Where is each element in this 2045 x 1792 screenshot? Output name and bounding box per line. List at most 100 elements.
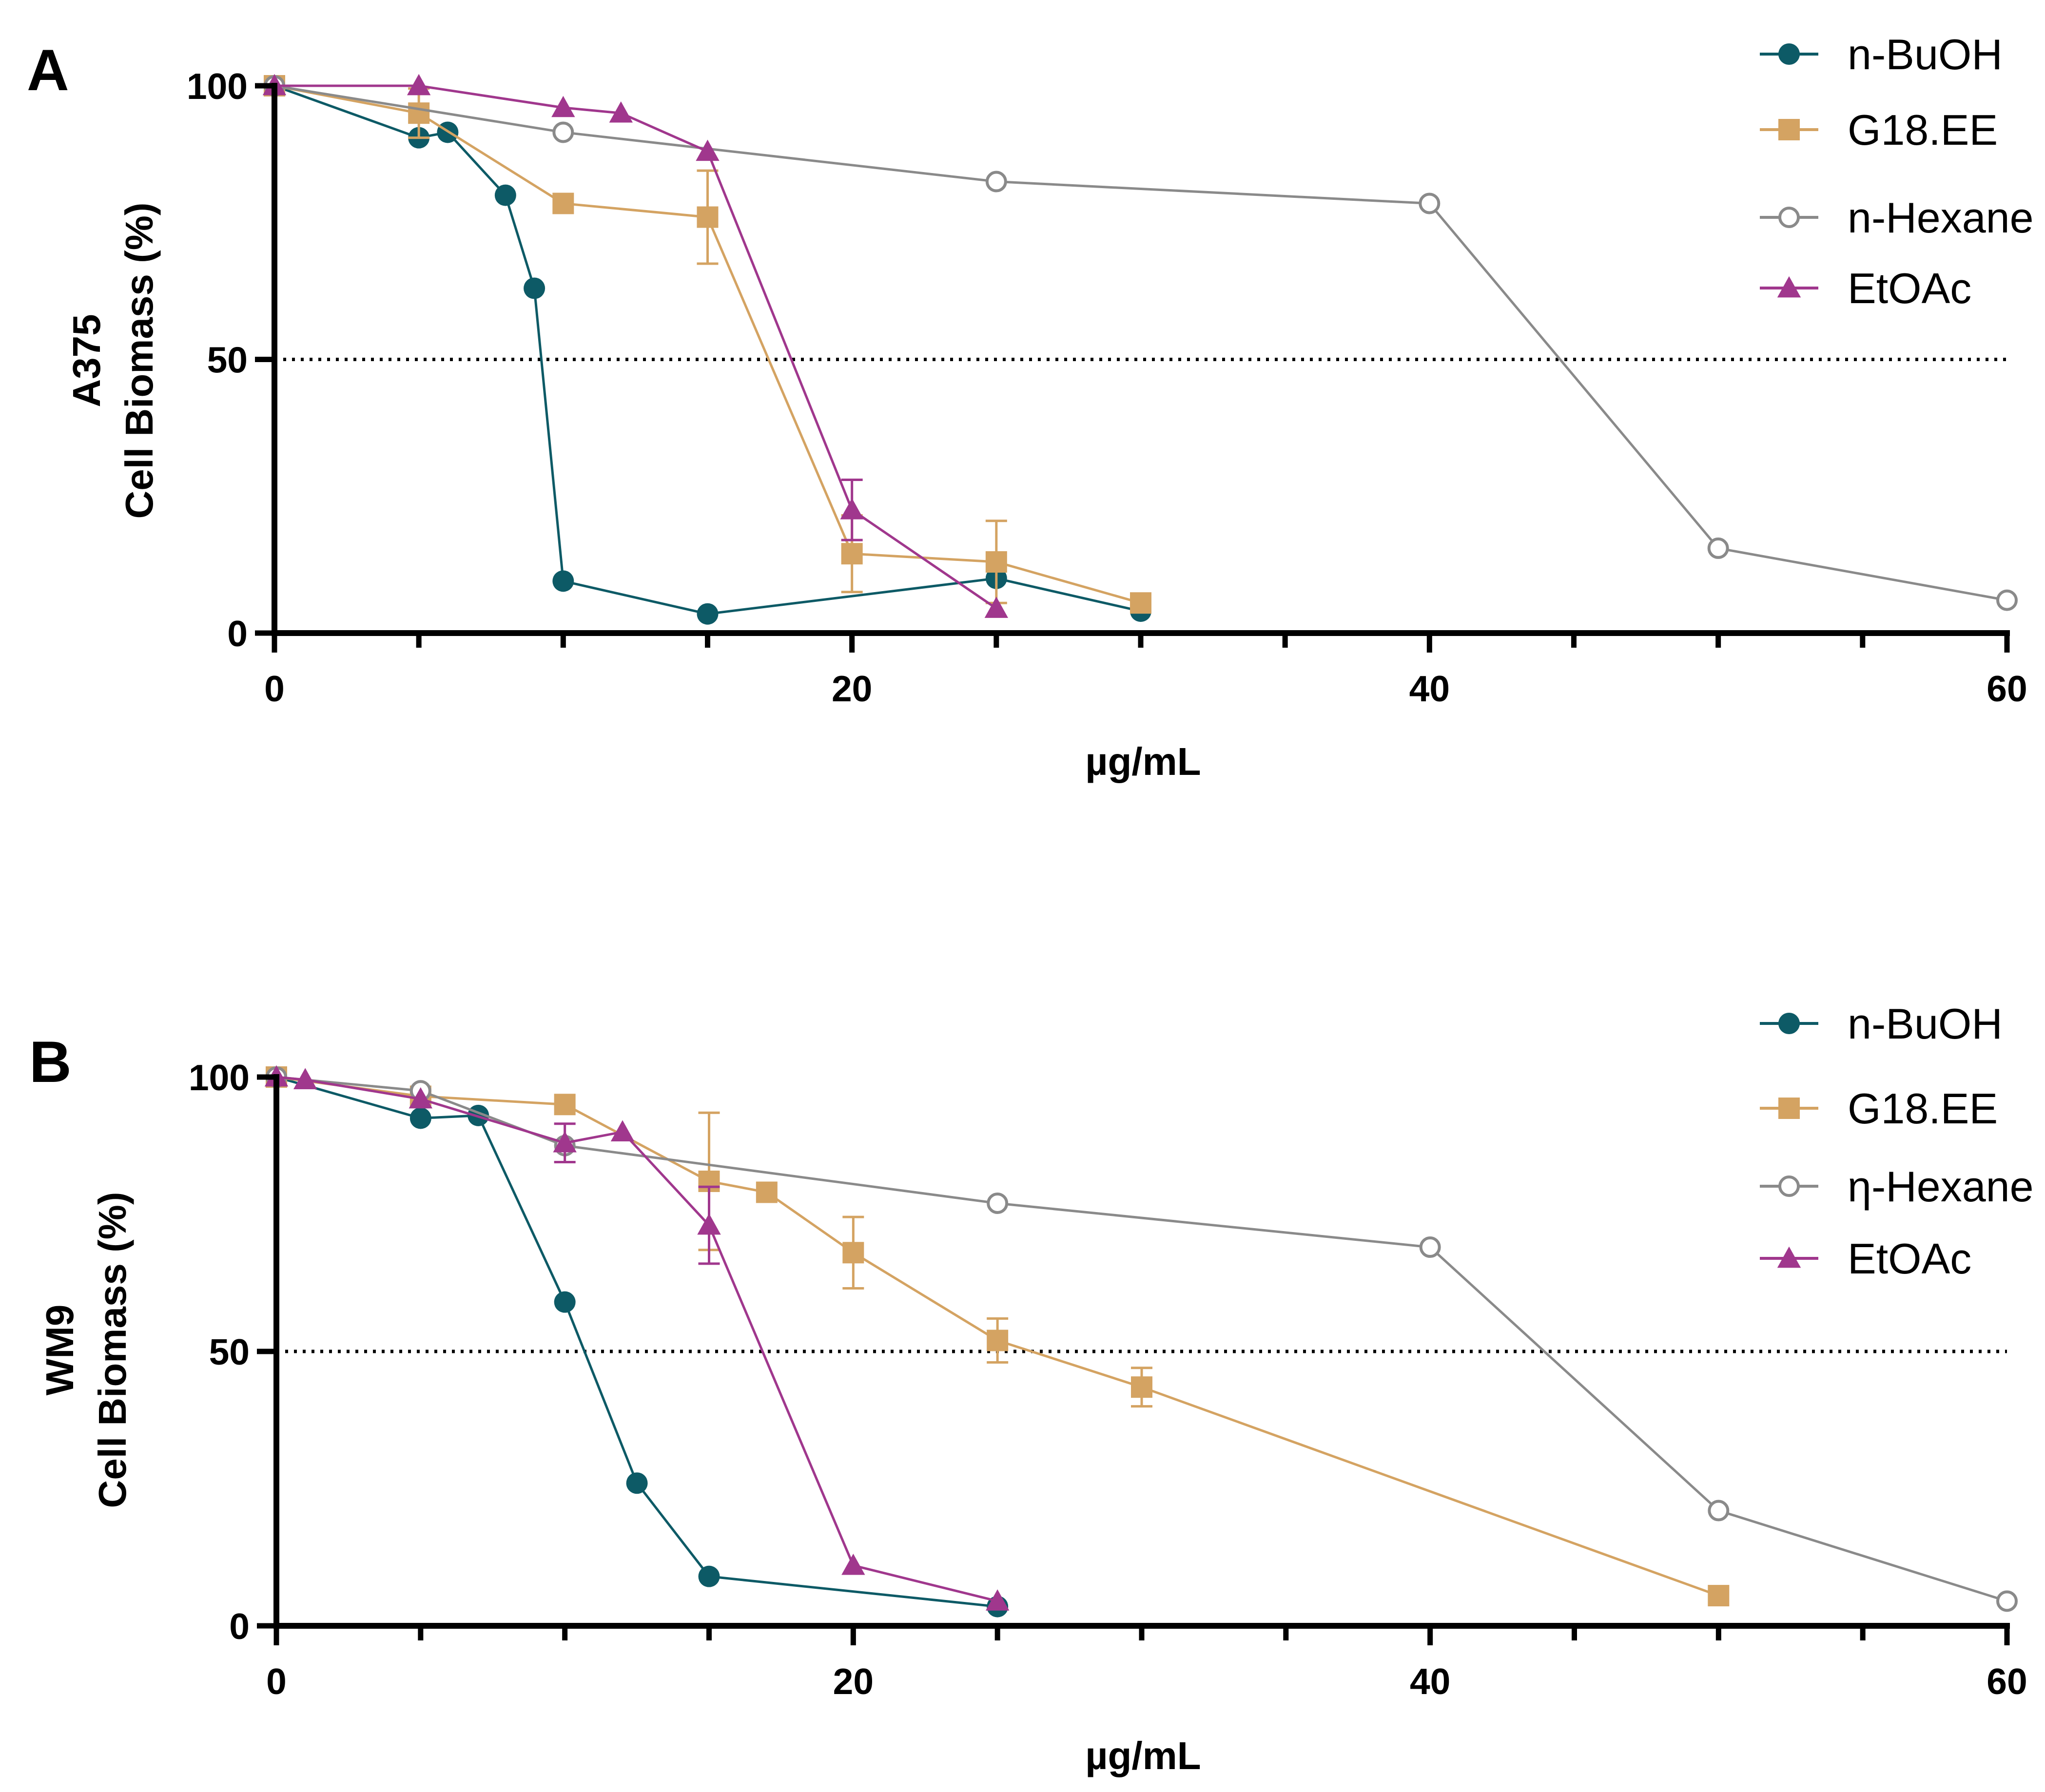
panel-b-y-axis-title-line2: Cell Biomass (%) [91,1192,134,1508]
panel-b-series-0-point [698,1565,720,1587]
panel-b-legend-marker [1778,1098,1800,1119]
panel-a-y-axis: 0 50 100 [187,66,277,654]
panel-b-series-3 [264,1065,1010,1611]
panel-b-series-2-point [1419,1236,1441,1258]
panel-b-series-3-point [610,1120,635,1141]
panel-b-series-1-point [1131,1376,1152,1398]
panel-a-x-axis-title: µg/mL [1085,740,1201,783]
panel-a-legend-label: n-BuOH [1848,30,2003,78]
panel-b-series-3-point [697,1213,721,1235]
panel-a-x-axis: 0 20 40 60 [264,630,2027,709]
panel-a-legend-marker [1778,119,1800,140]
panel-a-legend-marker [1778,207,1800,228]
panel-a-series-0-point [494,184,516,206]
panel-b-x-tick-label: 40 [1410,1661,1450,1702]
panel-b-series-3-point [841,1553,865,1575]
panel-b-letter: B [29,1029,72,1095]
panel-b-legend-marker [1778,1013,1800,1034]
panel-b-series-2 [266,1066,2018,1612]
panel-b-series-1-point [987,1330,1009,1351]
panel-b-legend-label: G18.EE [1848,1084,1998,1133]
panel-a-x-tick-label: 0 [264,668,285,709]
panel-b-legend-marker [1778,1175,1800,1197]
panel-a-series-0-point [697,603,719,625]
panel-a-y-tick-label: 50 [207,340,248,381]
panel-a-letter: A [27,38,69,103]
panel-a-legend-item: n-Hexane [1760,193,2034,242]
panel-b-series-3-point [293,1068,317,1089]
panel-b-series-2-point [987,1192,1009,1214]
panel-a-series-2-line [274,84,2007,602]
panel-b-legend-item: EtOAc [1760,1234,1971,1283]
panel-a-series-3 [262,74,1009,618]
panel-a-series-3-point [609,101,633,123]
panel-a-legend: n-BuOH G18.EE n-Hexane EtOAc [1760,30,2034,312]
panel-a-series-1-point [552,193,574,214]
panel-a-legend-label: EtOAc [1848,264,1971,312]
panel-b-series-3-point [985,1589,1010,1611]
panel-a-series-0-point [552,570,574,592]
panel-a-x-tick-label: 60 [1987,668,2027,709]
panel-a-legend-item: G18.EE [1760,106,1998,154]
panel-a-series-3-point [840,498,864,520]
panel-a-series-3-point [696,139,720,161]
panel-b-series-1-point [554,1094,576,1116]
panel-a-series-3-point [984,597,1009,618]
panel-a-series-2-point [552,121,574,143]
panel-a-y-tick-label: 0 [227,613,248,654]
panel-b-x-tick-label: 0 [266,1661,287,1702]
panel-a-legend-marker [1777,276,1801,298]
panel-a-series-3-point [551,96,575,117]
panel-b-plot [264,1065,2018,1618]
panel-a-series-1-point [697,206,719,228]
panel-b-series-1-point [1708,1585,1730,1607]
panel-b-legend-label: EtOAc [1848,1234,1971,1283]
panel-a-x-tick-label: 40 [1409,668,1450,709]
panel-b-legend-label: η-Hexane [1848,1162,2034,1211]
panel-a-legend-label: G18.EE [1848,106,1998,154]
panel-b-series-3-point [553,1131,577,1153]
panel-a-series-2-point [985,171,1007,193]
panel-b-series-2-point [1708,1500,1730,1522]
panel-b-legend-marker [1777,1246,1801,1268]
panel-a-x-tick-label: 20 [832,668,872,709]
panel-a-legend-label: n-Hexane [1848,193,2034,242]
panel-b-legend: n-BuOH G18.EE η-Hexane EtOAc [1760,1000,2034,1283]
panel-a-series-1-point [985,551,1007,573]
panel-b-y-axis-title-line1: WM9 [38,1305,81,1396]
panel-a-series-1-point [1130,592,1151,614]
panel-b-x-axis-title: µg/mL [1085,1734,1201,1777]
panel-b-legend-item: n-BuOH [1760,1000,2003,1048]
panel-a-series-2-point [1707,537,1729,559]
panel-a-series-1-point [408,102,430,124]
panel-b-x-axis: 0 20 40 60 [266,1623,2027,1702]
panel-a-series-0-line [274,84,1141,616]
panel-a-legend-marker [1778,43,1800,65]
panel-b-series-1-point [756,1181,778,1203]
panel-a-legend-item: EtOAc [1760,264,1971,312]
panel-b-x-tick-label: 20 [833,1661,874,1702]
panel-b-series-2-line [276,1076,2007,1602]
panel-b-series-2-point [1996,1590,2018,1612]
panel-b-legend-label: n-BuOH [1848,1000,2003,1048]
panel-a-plot [262,74,2018,625]
panel-b-series-0-line [276,1076,998,1608]
panel-a-series-3-point [407,74,431,96]
panel-a-series-2-point [1996,589,2018,611]
panel-b: B 0 20 40 60 0 50 100 µg/mL WM9 Cell Biomass … [29,1000,2034,1777]
panel-b-series-0-point [554,1291,576,1313]
panel-a-legend-item: n-BuOH [1760,30,2003,78]
panel-b-series-1-point [842,1242,864,1264]
panel-a-y-tick-label: 100 [187,66,248,107]
panel-b-x-tick-label: 60 [1987,1661,2027,1702]
panel-a-series-3-line [274,84,997,610]
panel-b-y-tick-label: 50 [209,1331,250,1372]
panel-b-y-tick-label: 100 [189,1057,250,1098]
panel-b-series-0-point [409,1107,431,1129]
panel-a-series-1-line [274,84,1141,604]
panel-b-series-1 [266,1066,1730,1607]
panel-a-series-1-point [841,543,863,565]
panel-a-series-2 [264,75,2018,611]
panel-b-series-0-point [626,1472,648,1494]
